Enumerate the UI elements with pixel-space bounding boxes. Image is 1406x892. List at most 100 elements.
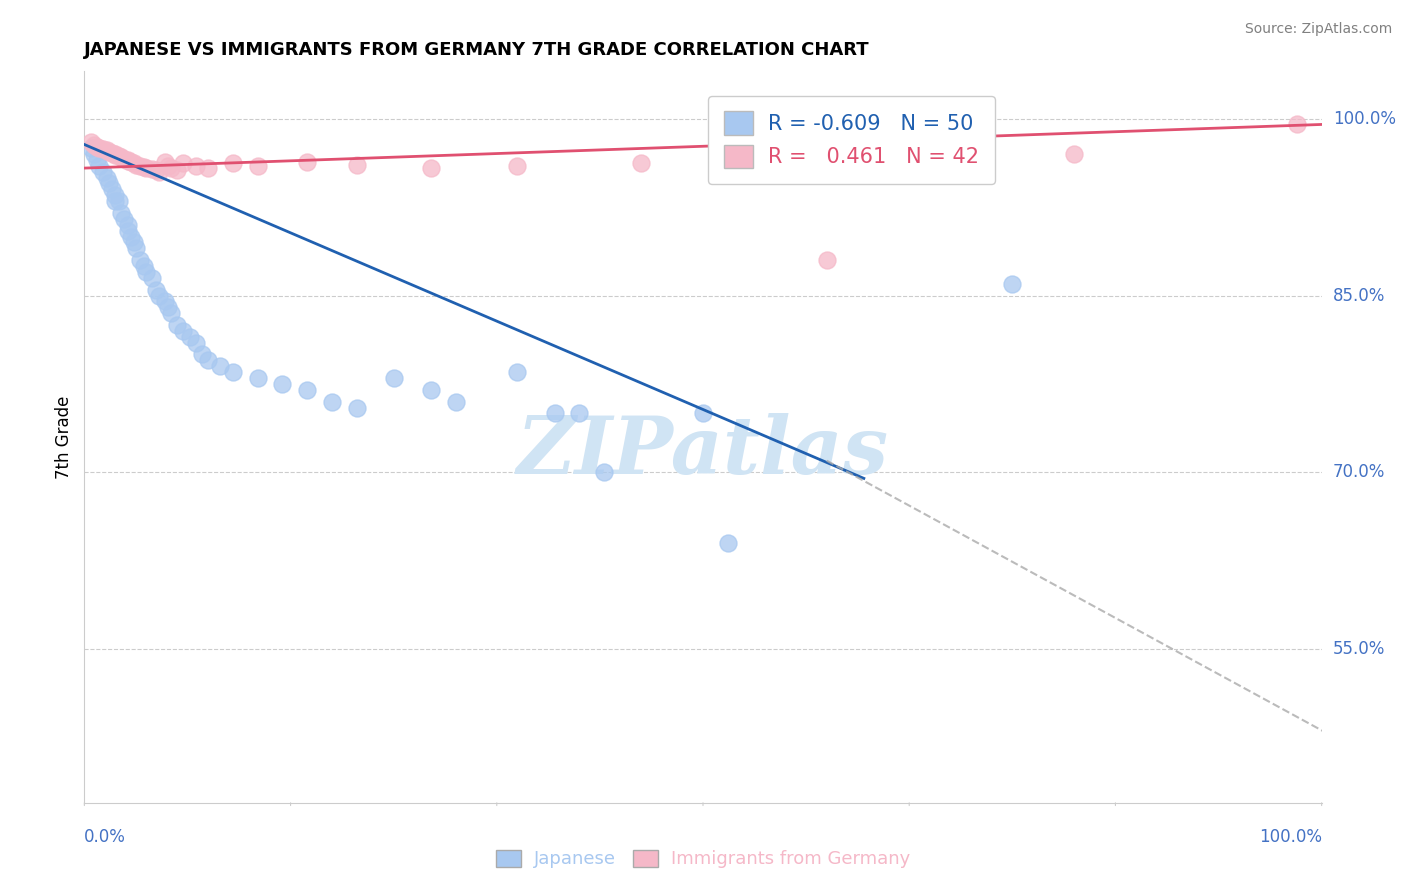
Point — [271, 376, 294, 391]
Point — [506, 159, 529, 173]
Text: 85.0%: 85.0% — [1333, 286, 1385, 304]
Point — [108, 149, 131, 163]
Point — [125, 157, 148, 171]
Point — [172, 324, 194, 338]
Point — [321, 394, 343, 409]
Point — [79, 135, 101, 149]
Point — [717, 536, 740, 550]
Point — [295, 383, 318, 397]
Point — [86, 153, 108, 167]
Point — [222, 156, 245, 170]
Point — [117, 218, 139, 232]
Legend: R = -0.609   N = 50, R =   0.461   N = 42: R = -0.609 N = 50, R = 0.461 N = 42 — [709, 95, 995, 184]
Point — [157, 301, 180, 315]
Point — [1001, 277, 1024, 291]
Point — [91, 142, 114, 156]
Point — [295, 155, 318, 169]
Point — [506, 365, 529, 379]
Point — [630, 156, 652, 170]
Point — [100, 145, 122, 160]
Point — [754, 153, 776, 167]
Point — [191, 347, 214, 361]
Point — [246, 371, 269, 385]
Point — [246, 159, 269, 173]
Text: 55.0%: 55.0% — [1333, 640, 1385, 658]
Point — [91, 164, 114, 178]
Point — [197, 353, 219, 368]
Text: 0.0%: 0.0% — [84, 828, 127, 846]
Point — [145, 283, 167, 297]
Legend: Japanese, Immigrants from Germany: Japanese, Immigrants from Germany — [489, 843, 917, 875]
Point — [129, 253, 152, 268]
Point — [692, 407, 714, 421]
Point — [104, 148, 127, 162]
Point — [593, 466, 616, 480]
Point — [815, 253, 838, 268]
Point — [419, 383, 441, 397]
Text: Source: ZipAtlas.com: Source: ZipAtlas.com — [1244, 22, 1392, 37]
Text: 100.0%: 100.0% — [1333, 110, 1396, 128]
Point — [117, 153, 139, 167]
Y-axis label: 7th Grade: 7th Grade — [55, 395, 73, 479]
Point — [122, 235, 145, 250]
Point — [153, 155, 176, 169]
Point — [108, 194, 131, 208]
Point — [112, 211, 135, 226]
Point — [184, 335, 207, 350]
Point — [110, 206, 132, 220]
Text: ZIPatlas: ZIPatlas — [517, 413, 889, 491]
Point — [132, 160, 155, 174]
Point — [104, 147, 127, 161]
Point — [166, 318, 188, 332]
Text: JAPANESE VS IMMIGRANTS FROM GERMANY 7TH GRADE CORRELATION CHART: JAPANESE VS IMMIGRANTS FROM GERMANY 7TH … — [84, 41, 870, 59]
Point — [145, 163, 167, 178]
Point — [222, 365, 245, 379]
Point — [96, 144, 118, 158]
Point — [209, 359, 232, 374]
Point — [104, 188, 127, 202]
Text: 70.0%: 70.0% — [1333, 464, 1385, 482]
Point — [132, 259, 155, 273]
Point — [120, 155, 142, 169]
Point — [83, 147, 105, 161]
Point — [160, 161, 183, 175]
Point — [83, 137, 105, 152]
Point — [444, 394, 467, 409]
Point — [110, 151, 132, 165]
Point — [346, 157, 368, 171]
Point — [141, 162, 163, 177]
Point — [1063, 147, 1085, 161]
Point — [89, 141, 111, 155]
Point — [120, 229, 142, 244]
Point — [135, 265, 157, 279]
Point — [122, 156, 145, 170]
Point — [98, 145, 121, 159]
Point — [86, 140, 108, 154]
Text: 100.0%: 100.0% — [1258, 828, 1322, 846]
Point — [89, 159, 111, 173]
Point — [141, 270, 163, 285]
Point — [1285, 118, 1308, 132]
Point — [117, 224, 139, 238]
Point — [172, 156, 194, 170]
Point — [112, 152, 135, 166]
Point — [160, 306, 183, 320]
Point — [79, 141, 101, 155]
Point — [382, 371, 405, 385]
Point — [157, 159, 180, 173]
Point — [346, 401, 368, 415]
Point — [100, 182, 122, 196]
Point — [125, 241, 148, 255]
Point — [543, 407, 565, 421]
Point — [135, 161, 157, 175]
Point — [148, 288, 170, 302]
Point — [179, 330, 201, 344]
Point — [129, 159, 152, 173]
Point — [568, 407, 591, 421]
Point — [148, 164, 170, 178]
Point — [98, 177, 121, 191]
Point — [419, 161, 441, 175]
Point — [184, 159, 207, 173]
Point — [117, 154, 139, 169]
Point — [153, 294, 176, 309]
